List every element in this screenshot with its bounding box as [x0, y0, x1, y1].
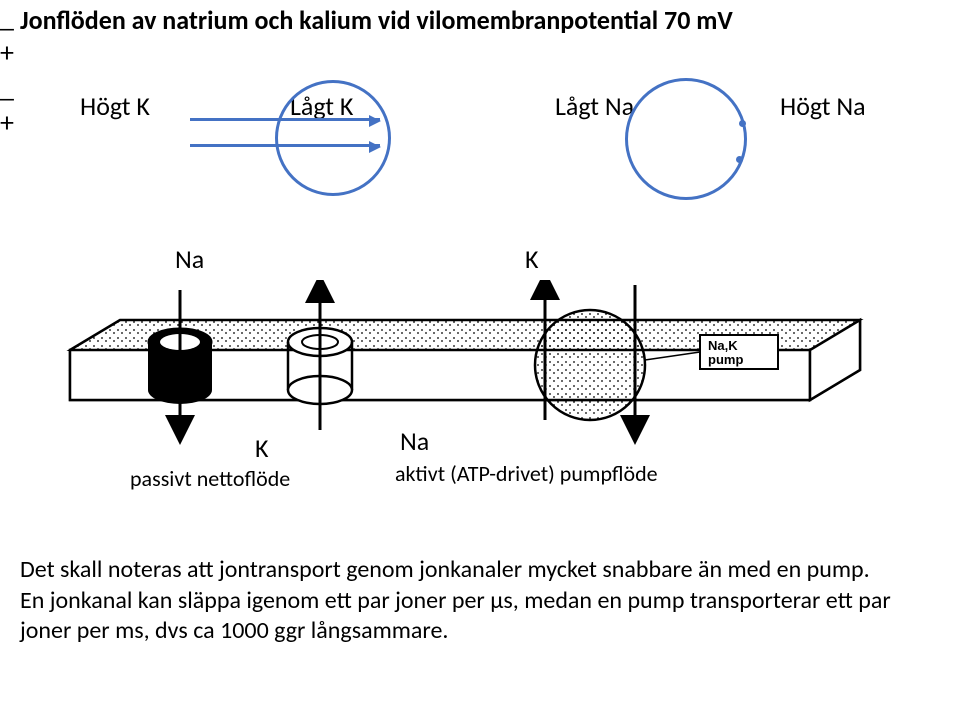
circle-right [625, 78, 747, 200]
membrane-label-na-bottom: Na [400, 425, 429, 457]
svg-text:Na,K: Na,K [708, 338, 738, 353]
svg-text:pump: pump [708, 352, 743, 367]
arrow-left-bottom [190, 144, 380, 147]
sign-left-plus: + [0, 35, 959, 70]
membrane-label-na-top: Na [175, 243, 204, 275]
label-left-outside: Högt K [80, 90, 150, 122]
slide: Jonflöden av natrium och kalium vid vilo… [0, 0, 959, 707]
membrane-label-k-bottom: K [255, 432, 269, 464]
circle-right-dot-2 [736, 156, 743, 163]
membrane-label-k-top: K [525, 243, 539, 275]
caption-line-3: joner per ms, dvs ca 1000 ggr långsammar… [20, 616, 920, 647]
page-title: Jonflöden av natrium och kalium vid vilo… [20, 4, 733, 36]
circle-right-dot-1 [739, 120, 746, 127]
membrane-diagram: Na,K pump [60, 280, 880, 480]
caption-line-2: En jonkanal kan släppa igenom ett par jo… [20, 586, 920, 617]
arrow-left-top [190, 118, 380, 121]
circle-left [275, 80, 391, 196]
caption: Det skall noteras att jontransport genom… [20, 555, 920, 647]
caption-line-1: Det skall noteras att jontransport genom… [20, 555, 920, 586]
legend-active: aktivt (ATP-drivet) pumpflöde [395, 460, 658, 487]
label-right-outside: Högt Na [780, 90, 866, 122]
label-right-inside: Lågt Na [555, 90, 634, 122]
legend-passive: passivt nettoflöde [130, 465, 290, 492]
